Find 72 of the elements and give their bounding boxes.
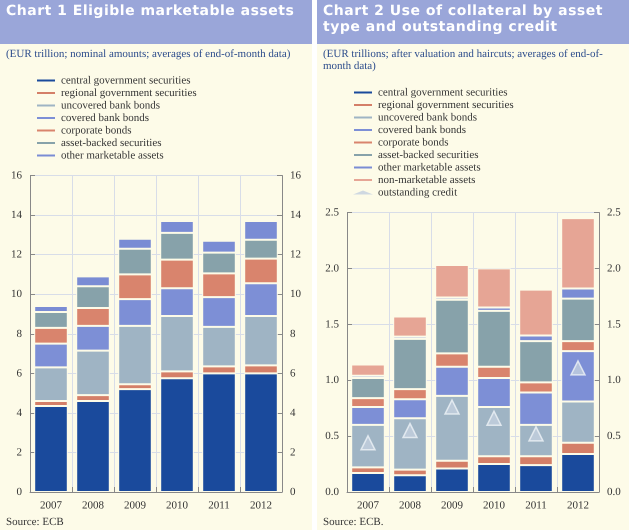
y2-tick-label: 2.5	[607, 206, 622, 218]
y-tick-label: 12	[11, 248, 22, 261]
y2-tick-label: 2.0	[607, 262, 622, 274]
x-tick-label: 2007	[40, 500, 62, 512]
legend-label: non-marketable assets	[378, 174, 476, 186]
y2-tick-label: 8	[290, 328, 296, 340]
point	[486, 410, 502, 426]
point	[402, 422, 418, 438]
y2-tick-label: 16	[290, 170, 302, 182]
x-tick-label: 2012	[250, 500, 272, 512]
x-tick-label: 2012	[567, 500, 589, 512]
chart-subtitle: (EUR trillions; after valuation and haircuts; averages of end-of-month data)	[322, 47, 604, 72]
y-tick-label: 14	[11, 209, 22, 222]
legend-label: asset-backed securities	[61, 137, 162, 149]
y2-tick-label: 0.0	[607, 486, 622, 498]
x-tick-label: 2011	[208, 500, 230, 512]
chart-subtitle: (EUR trillion; nominal amounts; averages of end-of-month data)	[5, 47, 292, 60]
y-tick-label: 8	[16, 328, 22, 340]
point	[570, 360, 586, 376]
x-tick-label: 2009	[124, 500, 146, 512]
bar	[393, 316, 427, 337]
y-tick-label: 0	[16, 486, 22, 498]
chart-title: Chart 1 Eligible marketable assets	[0, 0, 312, 44]
y2-tick-label: 4	[290, 406, 296, 419]
legend-label: covered bank bonds	[378, 124, 466, 136]
y-tick-label: 2.0	[325, 262, 340, 274]
legend-label: uncovered bank bonds	[378, 112, 477, 124]
y2-tick-label: 0.5	[607, 430, 622, 442]
x-tick-label: 2009	[441, 500, 464, 512]
y2-tick-label: 12	[290, 248, 301, 261]
legend-label: other marketable assets	[378, 162, 481, 174]
y2-tick-label: 2	[290, 446, 296, 458]
x-tick-label: 2008	[399, 500, 422, 512]
legend-label: central government securities	[61, 74, 191, 86]
source-note: Source: ECB.	[323, 516, 384, 528]
legend-label: corporate bonds	[61, 124, 132, 136]
y-tick-label: 10	[11, 288, 22, 300]
legend-label: other marketable assets	[61, 150, 164, 162]
bar	[435, 265, 469, 298]
y-tick-label: 6	[16, 367, 22, 380]
y2-tick-label: 1.5	[607, 318, 622, 330]
y-tick-label: 4	[16, 406, 22, 419]
x-tick-label: 2007	[357, 500, 380, 512]
bar	[477, 268, 511, 308]
y-tick-label: 0.5	[325, 430, 340, 442]
y-tick-label: 2.5	[325, 206, 340, 218]
y-tick-label: 1.5	[325, 318, 340, 330]
legend-label: asset-backed securities	[378, 149, 478, 161]
y2-tick-label: 10	[290, 288, 302, 300]
y-tick-label: 2	[16, 446, 22, 458]
source-note: Source: ECB	[6, 516, 64, 528]
y2-tick-label: 0	[290, 486, 296, 498]
y2-tick-label: 6	[290, 367, 296, 380]
y-tick-label: 0.0	[325, 486, 340, 498]
chart-title: Chart 2 Use of collateral by asset type and outstanding credit	[317, 0, 629, 44]
y-tick-label: 1.0	[325, 374, 340, 386]
x-tick-label: 2008	[82, 500, 104, 512]
point	[444, 399, 460, 415]
legend-label: regional government securities	[61, 87, 197, 99]
x-tick-label: 2010	[166, 500, 188, 512]
x-tick-label: 2011	[525, 500, 547, 512]
legend-label: regional government securities	[378, 99, 514, 111]
legend-label: central government securities	[378, 86, 508, 98]
legend-label: outstanding credit	[378, 186, 458, 198]
y-tick-label: 16	[11, 170, 22, 182]
legend-label: uncovered bank bonds	[61, 100, 160, 112]
y2-tick-label: 14	[290, 209, 302, 222]
legend-label: corporate bonds	[378, 136, 449, 148]
legend-label: covered bank bonds	[61, 112, 149, 124]
x-tick-label: 2010	[483, 500, 506, 512]
y2-tick-label: 1.0	[607, 374, 622, 386]
bar	[351, 364, 385, 376]
